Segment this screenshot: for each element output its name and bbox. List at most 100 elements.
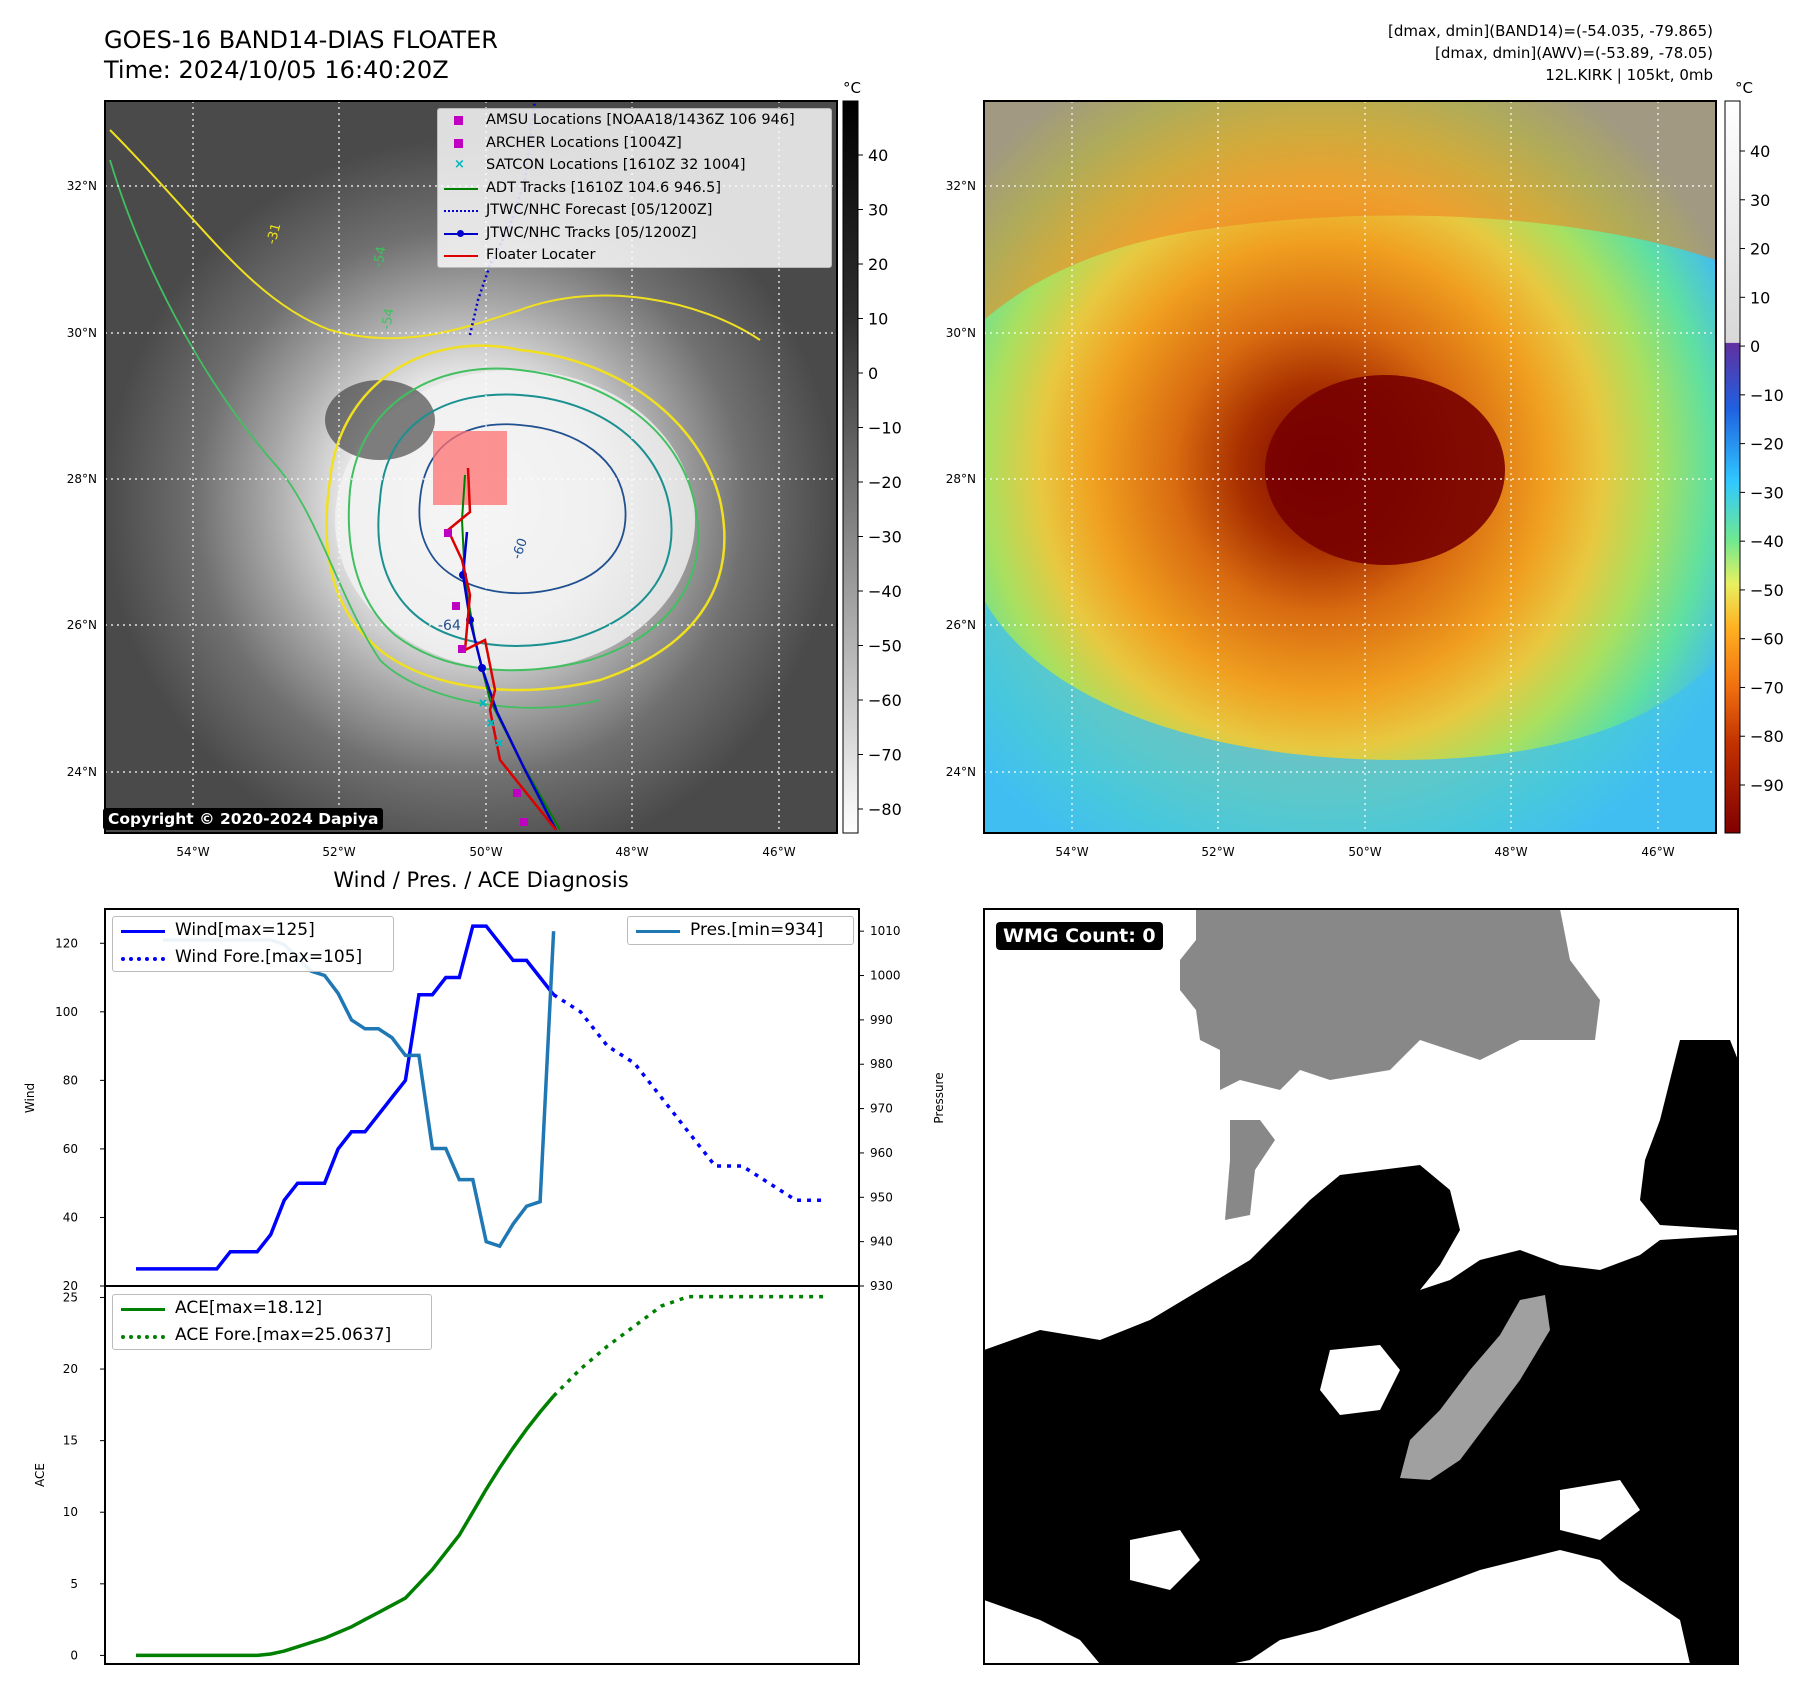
pressure-ylabel: Pressure — [932, 1072, 946, 1123]
ir-lat-label: 30°N — [67, 326, 97, 340]
legend-wind-fore-label: Wind Fore.[max=105] — [175, 947, 363, 967]
legend-forecast: JTWC/NHC Forecast [05/1200Z] — [438, 199, 831, 222]
color-colorbar-tick-label: −70 — [1750, 678, 1784, 697]
wmg-count-badge: WMG Count: 0 — [996, 922, 1163, 950]
legend-wind-label: Wind[max=125] — [175, 920, 315, 940]
wv-orange-north — [984, 101, 1716, 320]
ir-map-frame — [104, 100, 838, 834]
series-ace-fore — [552, 1294, 823, 1398]
wind-tick-label: 100 — [55, 1005, 78, 1019]
legend-ace-fore: ACE Fore.[max=25.0637] — [113, 1322, 431, 1349]
color-colorbar-tick-label: 10 — [1750, 288, 1770, 307]
ir-lat-label: 32°N — [67, 179, 97, 193]
wmg-frame — [983, 908, 1739, 1665]
wv-lat-label: 30°N — [946, 326, 976, 340]
legend-amsu-label: AMSU Locations [NOAA18/1436Z 106 946] — [486, 112, 795, 128]
contour-outer-north — [109, 129, 761, 341]
wv-lat-label: 28°N — [946, 472, 976, 486]
contour-label-3: -54 — [379, 307, 397, 331]
figure-time: Time: 2024/10/05 16:40:20Z — [104, 56, 449, 84]
wind-pressure-chart: 120 100 80 60 40 20 1010 1000 990 980 970 960 950 94… — [23, 908, 946, 1293]
wind-tick-label: 120 — [55, 936, 78, 950]
color-colorbar-bar — [1724, 100, 1741, 834]
gray-colorbar: °C 40 30 20 10 0 −10 −20 −30 −40 −50 −60 −70 −80 — [842, 79, 902, 834]
legend-adt-label: ADT Tracks [1610Z 104.6 946.5] — [486, 179, 722, 196]
wv-lon-label: 46°W — [1641, 845, 1674, 859]
cdo-cloud-mass — [335, 370, 695, 670]
ace-tick-label: 15 — [63, 1434, 78, 1448]
contour-label-1: -31 — [264, 222, 284, 246]
pressure-tick-label: 990 — [870, 1013, 893, 1027]
legend-wind: Wind[max=125] — [113, 917, 393, 944]
gray-colorbar-tick-label: −70 — [868, 746, 902, 765]
contour-label-4: -64 — [438, 618, 461, 634]
wmg-gray-region-north — [1180, 909, 1600, 1090]
legend-ace: ACE[max=18.12] — [113, 1295, 431, 1322]
legend-satcon: × SATCON Locations [1610Z 32 1004] — [454, 157, 746, 173]
wind-tick-label: 40 — [63, 1210, 78, 1224]
color-colorbar-tick-label: −50 — [1750, 581, 1784, 600]
wv-lon-ticks: 54°W 52°W 50°W 48°W 46°W — [1055, 845, 1674, 859]
gray-colorbar-tick-label: 30 — [868, 201, 888, 220]
ir-lat-label: 24°N — [67, 765, 97, 779]
color-colorbar-tick-label: −30 — [1750, 483, 1784, 502]
band14-range: [dmax, dmin](BAND14)=(-54.035, -79.865) — [1388, 22, 1713, 40]
legend-adt: ADT Tracks [1610Z 104.6 946.5] — [438, 177, 831, 200]
legend-satcon-label: SATCON Locations [1610Z 32 1004] — [486, 157, 746, 173]
gray-colorbar-tick-label: 20 — [868, 255, 888, 274]
ir-lon-label: 54°W — [176, 845, 209, 859]
contour-outer-west — [109, 159, 601, 709]
pressure-tick-label: 970 — [870, 1102, 893, 1116]
wv-lat-label: 32°N — [946, 179, 976, 193]
ace-legend: ACE[max=18.12] ACE Fore.[max=25.0637] — [112, 1294, 432, 1350]
legend-wind-fore: Wind Fore.[max=105] — [113, 944, 393, 971]
wmg-gray-region-small — [1225, 1120, 1275, 1220]
ir-lat-label: 28°N — [67, 472, 97, 486]
color-colorbar-tick-label: −80 — [1750, 727, 1784, 746]
amsu-fixes — [444, 529, 528, 826]
ace-tick-label: 20 — [63, 1362, 78, 1376]
ace-tick-label: 10 — [63, 1505, 78, 1519]
wv-lon-label: 50°W — [1348, 845, 1381, 859]
pressure-tick-label: 960 — [870, 1146, 893, 1160]
wmg-black-region-east — [1640, 1040, 1738, 1230]
wv-gridlines — [984, 101, 1716, 833]
legend-pres: Pres.[min=934] — [628, 917, 853, 944]
legend-pres-label: Pres.[min=934] — [690, 920, 824, 940]
color-colorbar-unit: °C — [1735, 79, 1753, 97]
legend-floater-label: Floater Locater — [486, 247, 596, 263]
ir-lat-label: 26°N — [67, 618, 97, 632]
contour-inner — [418, 423, 627, 594]
ace-tick-label: 25 — [63, 1290, 78, 1304]
ir-lat-ticks: 32°N 30°N 28°N 26°N 24°N — [67, 179, 97, 779]
wind-ylabel: Wind — [23, 1083, 37, 1113]
color-colorbar-tick-label: 40 — [1750, 142, 1770, 161]
ace-ylabel: ACE — [33, 1463, 47, 1487]
satcon-fixes — [479, 699, 503, 747]
contour-label-2: -54 — [371, 245, 389, 269]
wv-blue-edge — [984, 600, 1716, 833]
wmg-mask-panel — [983, 908, 1739, 1665]
gray-colorbar-tick-label: −80 — [868, 800, 902, 819]
color-colorbar-tick-label: 0 — [1750, 337, 1760, 356]
gray-colorbar-tick-label: −20 — [868, 473, 902, 492]
gray-colorbar-tick-label: 0 — [868, 364, 878, 383]
legend-archer: ARCHER Locations [1004Z] — [438, 132, 831, 155]
wv-lat-label: 26°N — [946, 618, 976, 632]
ace-tick-label: 5 — [70, 1577, 78, 1591]
ir-lon-label: 52°W — [322, 845, 355, 859]
gray-colorbar-unit: °C — [843, 79, 861, 97]
series-wind-fore — [552, 993, 823, 1203]
gray-colorbar-tick-label: −10 — [868, 419, 902, 438]
gray-colorbar-bar — [842, 100, 859, 834]
wv-lon-label: 52°W — [1201, 845, 1234, 859]
legend-ace-fore-label: ACE Fore.[max=25.0637] — [175, 1325, 392, 1345]
legend-floater: Floater Locater — [438, 244, 831, 267]
wind-tick-label: 20 — [63, 1279, 78, 1293]
color-colorbar-tick-label: −40 — [1750, 532, 1784, 551]
contour-label-5: -60 — [510, 536, 531, 561]
wind-tick-label: 60 — [63, 1142, 78, 1156]
wmg-white-hole-2 — [1130, 1530, 1200, 1590]
wv-map-panel — [983, 100, 1717, 834]
pressure-tick-label: 940 — [870, 1235, 893, 1249]
